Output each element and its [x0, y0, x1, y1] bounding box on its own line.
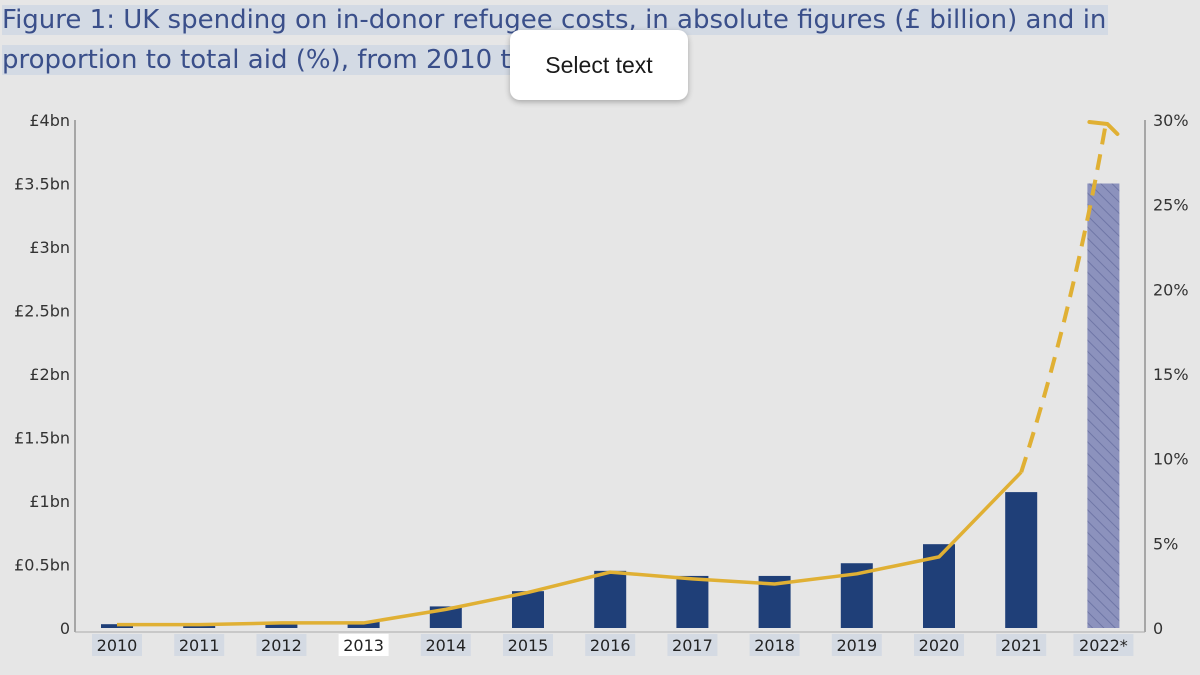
- x-tick-label: 2014: [425, 636, 466, 655]
- title-line-1-text[interactable]: Figure 1: UK spending on in-donor refuge…: [2, 5, 1109, 35]
- x-tick-label: 2012: [261, 636, 302, 655]
- x-tick-label: 2011: [179, 636, 220, 655]
- bar: [594, 570, 627, 628]
- x-tick-box: [831, 634, 882, 656]
- x-tick-box: [174, 634, 225, 656]
- bar: [265, 624, 298, 628]
- x-tick-box: [914, 634, 964, 656]
- y-left-tick-label: £4bn: [29, 111, 70, 130]
- y-left-tick-label: £3bn: [29, 238, 70, 257]
- x-tick-box: [667, 634, 718, 656]
- x-tick-box: [420, 634, 471, 656]
- x-tick-label: 2019: [836, 636, 877, 655]
- line-solid-segment: [117, 470, 1023, 627]
- title-line-2[interactable]: proportion to total aid (%), from 2010 t…: [2, 42, 529, 78]
- arrowhead: [1087, 120, 1120, 136]
- bar: [676, 575, 709, 628]
- x-tick-box: [92, 634, 142, 656]
- y-axis-right: 0 5% 10% 15% 20% 25% 30%: [1153, 111, 1189, 638]
- y-left-tick-label: 0: [60, 619, 70, 638]
- bar-estimate: [1087, 183, 1120, 628]
- x-tick-label: 2013: [343, 636, 384, 655]
- x-tick-label: 2022*: [1079, 636, 1128, 655]
- bar: [1005, 492, 1038, 628]
- y-left-tick-label: £3.5bn: [14, 175, 70, 194]
- x-tick-label: 2021: [1001, 636, 1042, 655]
- x-tick-label: 2018: [754, 636, 795, 655]
- title-line-1[interactable]: Figure 1: UK spending on in-donor refuge…: [2, 2, 1109, 38]
- y-right-tick-label: 15%: [1153, 365, 1189, 384]
- y-right-tick-label: 0: [1153, 619, 1163, 638]
- y-right-tick-label: 20%: [1153, 280, 1189, 299]
- y-left-tick-label: £0.5bn: [14, 556, 70, 575]
- x-tick-box: [1073, 634, 1134, 656]
- x-tick-box: [749, 634, 800, 656]
- y-right-tick-label: 5%: [1153, 534, 1178, 553]
- x-tick-label: 2015: [508, 636, 549, 655]
- bar: [512, 591, 544, 628]
- bar: [183, 625, 216, 628]
- x-tick-box: [585, 634, 636, 656]
- y-right-tick-label: 10%: [1153, 450, 1189, 469]
- select-text-popup[interactable]: Select text: [510, 30, 688, 100]
- x-tick-label: 2016: [590, 636, 631, 655]
- axes: [74, 120, 1146, 633]
- x-tick-box: [503, 634, 553, 656]
- y-axis-left: 0 £0.5bn £1bn £1.5bn £2bn £2.5bn £3bn £3.5bn £4b…: [14, 111, 70, 638]
- x-tick-box: [996, 634, 1047, 656]
- title-line-2-text[interactable]: proportion to total aid (%), from 2010 t…: [2, 45, 529, 75]
- y-left-tick-label: £1.5bn: [14, 429, 70, 448]
- select-text-label[interactable]: Select text: [545, 51, 653, 78]
- bar-series: [101, 183, 1120, 628]
- y-right-tick-label: 25%: [1153, 196, 1189, 215]
- x-axis: 2010 2011 2012 2013 2014 2015 2016 2017 2018 2019…: [92, 634, 1134, 656]
- line-series: [117, 120, 1120, 627]
- x-tick-box: [338, 634, 389, 656]
- y-right-tick-label: 30%: [1153, 111, 1189, 130]
- x-tick-label: 2020: [919, 636, 960, 655]
- y-left-tick-label: £1bn: [29, 492, 70, 511]
- x-tick-label: 2010: [97, 636, 138, 655]
- y-left-tick-label: £2bn: [29, 365, 70, 384]
- x-tick-box: [256, 634, 307, 656]
- y-left-tick-label: £2.5bn: [14, 302, 70, 321]
- x-tick-label: 2017: [672, 636, 713, 655]
- bar: [347, 621, 380, 628]
